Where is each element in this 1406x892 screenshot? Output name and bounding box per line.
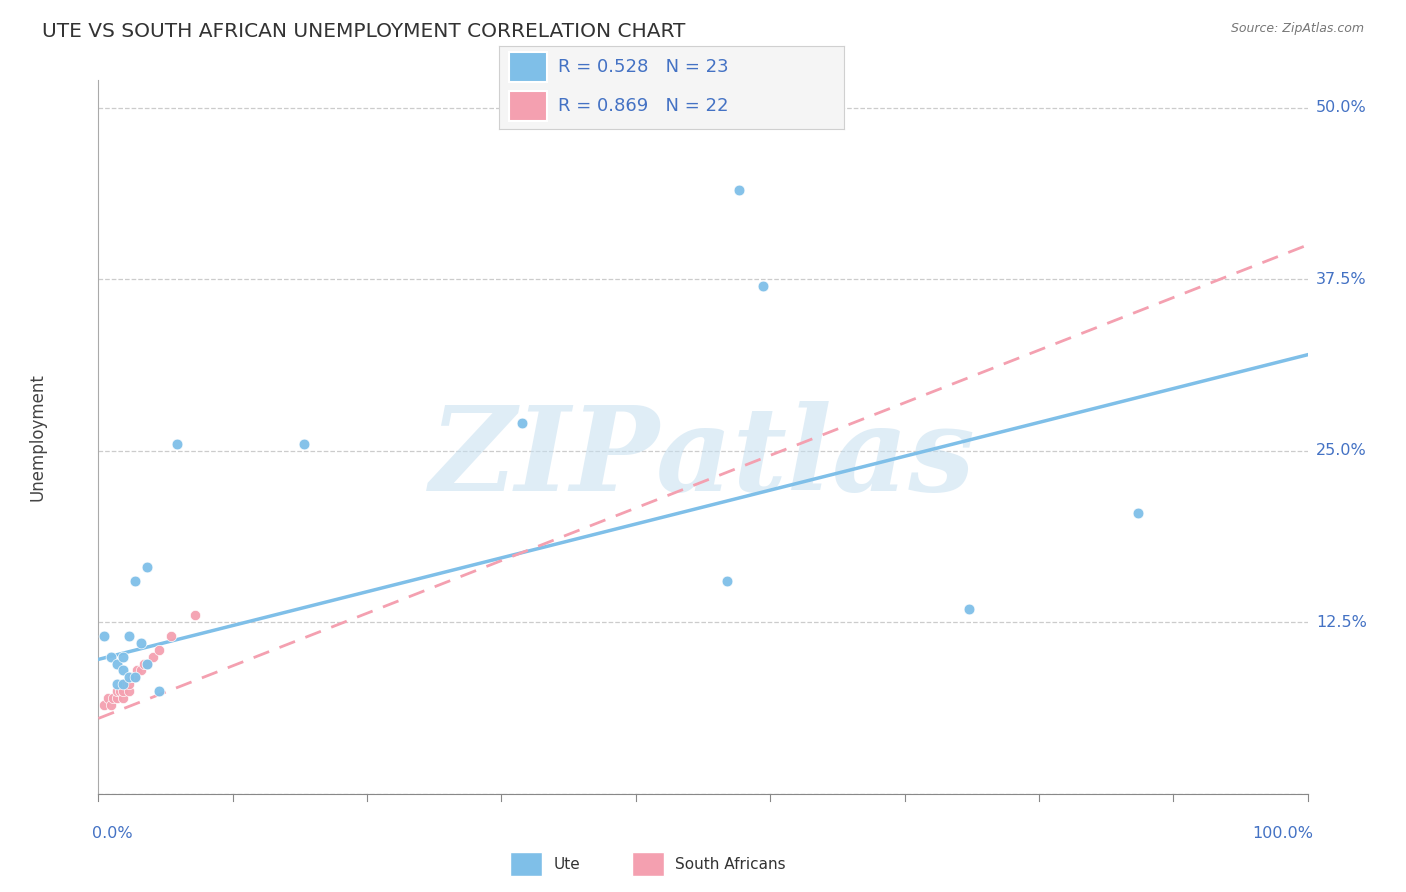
Text: 12.5%: 12.5% bbox=[1316, 615, 1367, 630]
Point bbox=[97, 690, 120, 705]
Point bbox=[118, 677, 141, 691]
Bar bbox=[510, 853, 541, 876]
Point bbox=[129, 636, 152, 650]
Bar bbox=[509, 53, 547, 82]
Point bbox=[160, 629, 183, 643]
Point bbox=[135, 657, 157, 671]
Text: 50.0%: 50.0% bbox=[1316, 100, 1367, 115]
Point bbox=[105, 677, 128, 691]
Point bbox=[114, 677, 136, 691]
Point bbox=[957, 601, 980, 615]
Text: South Africans: South Africans bbox=[675, 857, 786, 871]
Point bbox=[135, 657, 157, 671]
Point bbox=[124, 574, 146, 589]
Point bbox=[1128, 506, 1150, 520]
Point bbox=[105, 690, 128, 705]
Point bbox=[127, 664, 149, 678]
Point bbox=[101, 690, 124, 705]
Bar bbox=[509, 91, 547, 121]
Text: ZIPatlas: ZIPatlas bbox=[430, 401, 976, 516]
Point bbox=[752, 279, 775, 293]
Text: UTE VS SOUTH AFRICAN UNEMPLOYMENT CORRELATION CHART: UTE VS SOUTH AFRICAN UNEMPLOYMENT CORREL… bbox=[42, 22, 686, 41]
Point bbox=[108, 684, 131, 698]
Point bbox=[716, 574, 738, 589]
Point bbox=[100, 698, 122, 712]
Point bbox=[142, 649, 165, 664]
Text: 37.5%: 37.5% bbox=[1316, 272, 1367, 286]
Point bbox=[134, 657, 156, 671]
Point bbox=[111, 690, 134, 705]
Point bbox=[135, 560, 157, 574]
Text: Source: ZipAtlas.com: Source: ZipAtlas.com bbox=[1230, 22, 1364, 36]
Point bbox=[124, 670, 146, 684]
Point bbox=[93, 629, 115, 643]
Point bbox=[111, 664, 134, 678]
Point bbox=[111, 677, 134, 691]
Point bbox=[184, 608, 207, 623]
Point bbox=[118, 684, 141, 698]
Point bbox=[148, 684, 170, 698]
Point bbox=[148, 642, 170, 657]
Point bbox=[93, 698, 115, 712]
Point bbox=[728, 183, 751, 197]
Point bbox=[105, 684, 128, 698]
Point bbox=[292, 437, 315, 451]
Text: Unemployment: Unemployment bbox=[30, 373, 46, 501]
Point bbox=[129, 664, 152, 678]
Point bbox=[118, 670, 141, 684]
Point bbox=[118, 629, 141, 643]
Point bbox=[121, 670, 143, 684]
Text: 25.0%: 25.0% bbox=[1316, 443, 1367, 458]
Point bbox=[124, 670, 146, 684]
Bar bbox=[633, 853, 664, 876]
Point bbox=[111, 684, 134, 698]
Text: R = 0.528   N = 23: R = 0.528 N = 23 bbox=[558, 58, 728, 76]
Point bbox=[111, 649, 134, 664]
Point bbox=[100, 649, 122, 664]
Point bbox=[510, 417, 533, 431]
Point bbox=[166, 437, 188, 451]
Text: Ute: Ute bbox=[554, 857, 581, 871]
Text: 0.0%: 0.0% bbox=[93, 826, 134, 841]
Point bbox=[105, 657, 128, 671]
Text: R = 0.869   N = 22: R = 0.869 N = 22 bbox=[558, 97, 728, 115]
Text: 100.0%: 100.0% bbox=[1253, 826, 1313, 841]
